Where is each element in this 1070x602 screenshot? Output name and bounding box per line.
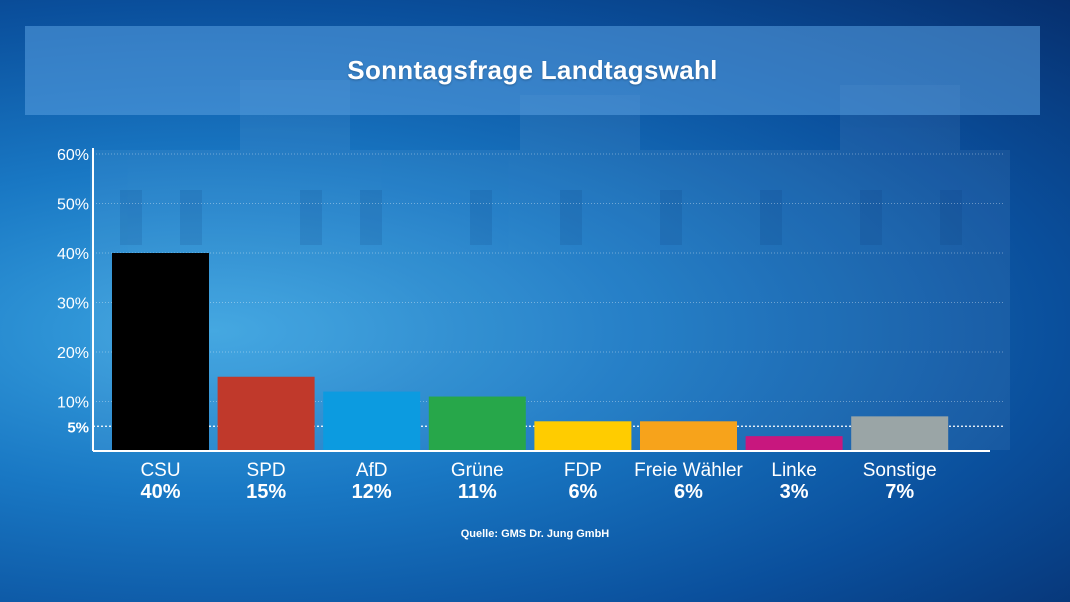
bar-sonstige	[851, 416, 949, 451]
bar-afd	[323, 391, 421, 451]
category-label: FDP	[564, 460, 602, 481]
bar-fdp	[534, 421, 632, 451]
bar-freie-wähler	[640, 421, 737, 451]
y-tick-label: 10%	[57, 395, 89, 412]
chart-title: Sonntagsfrage Landtagswahl	[347, 55, 718, 85]
category-label: Freie Wähler	[634, 460, 743, 481]
threshold-label: 5%	[67, 419, 89, 436]
value-label: 11%	[458, 481, 497, 503]
title-banner: Sonntagsfrage Landtagswahl	[25, 26, 1040, 115]
source-note: Quelle: GMS Dr. Jung GmbH	[460, 528, 610, 540]
value-label: 15%	[246, 481, 286, 503]
y-tick-label: 30%	[57, 296, 89, 313]
y-tick-label: 60%	[57, 147, 89, 164]
bar-csu	[112, 253, 209, 451]
value-label: 6%	[568, 481, 597, 503]
value-label: 40%	[140, 481, 180, 503]
value-label: 3%	[780, 481, 809, 503]
value-label: 12%	[352, 481, 392, 503]
bar-linke	[745, 436, 843, 451]
category-label: Linke	[771, 460, 816, 481]
category-label: CSU	[140, 460, 180, 481]
value-label: 6%	[674, 481, 703, 503]
value-label: 7%	[885, 481, 914, 503]
category-label: Sonstige	[863, 460, 937, 481]
category-label: Grüne	[451, 460, 504, 481]
y-tick-label: 40%	[57, 246, 89, 263]
bar-grüne	[428, 396, 526, 451]
category-label: SPD	[247, 460, 286, 481]
y-tick-label: 50%	[57, 197, 89, 214]
y-tick-label: 20%	[57, 345, 89, 362]
category-label: AfD	[356, 460, 388, 481]
bar-spd	[217, 376, 315, 451]
